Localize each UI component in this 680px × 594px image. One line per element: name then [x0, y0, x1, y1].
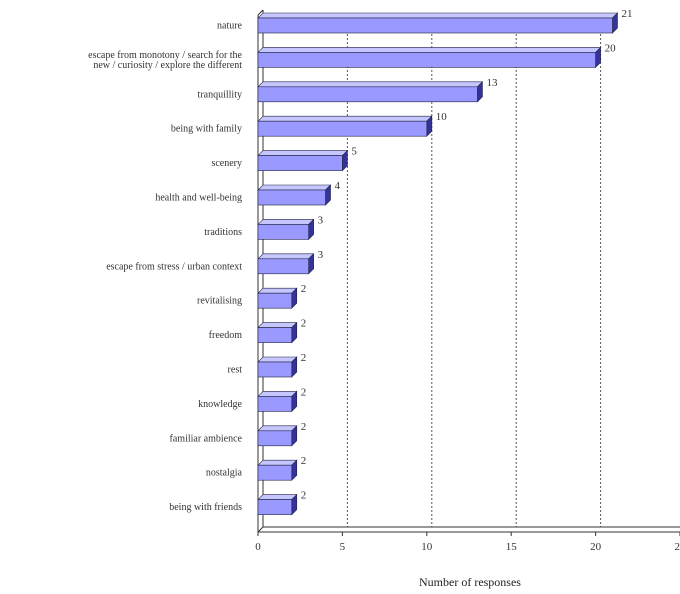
- x-tick-labels: 0 5 10 15 20 25: [255, 541, 680, 553]
- value-label-4: 10: [436, 111, 448, 123]
- bar-front-face: [257, 464, 293, 481]
- bar-1: [257, 12, 619, 34]
- bar-front-face: [257, 499, 293, 515]
- x-tick-label-10: 10: [421, 541, 433, 553]
- value-label-6: 4: [335, 180, 341, 192]
- bar-top-face: [257, 150, 349, 156]
- category-label-14: nostalgia: [206, 468, 243, 479]
- bar-front-face: [257, 258, 309, 275]
- bar-12: [257, 390, 298, 413]
- bar-4: [257, 115, 433, 137]
- category-label-3: tranquillity: [198, 89, 242, 100]
- bar-5: [257, 149, 349, 172]
- category-label-4: being with family: [171, 124, 242, 135]
- category-label-15: being with friends: [169, 502, 242, 513]
- value-label-10: 2: [301, 318, 307, 330]
- bar-top-face: [257, 425, 298, 432]
- x-tick-label-25: 25: [675, 541, 680, 553]
- bar-front-face: [257, 86, 478, 103]
- bar-front-face: [257, 327, 293, 343]
- bar-top-face: [257, 322, 298, 328]
- category-label-11: rest: [228, 365, 243, 376]
- bar-15: [257, 493, 298, 516]
- bar-top-face: [257, 287, 298, 294]
- bar-front-face: [257, 361, 293, 378]
- x-axis-left-edge: [257, 526, 264, 533]
- bar-top-face: [257, 81, 484, 88]
- bar-top-face: [257, 494, 298, 500]
- bar-front-face: [257, 430, 293, 447]
- value-label-2: 20: [605, 42, 617, 54]
- category-label-9: revitalising: [197, 296, 242, 307]
- category-labels: nature escape from monotony / search for …: [88, 21, 242, 514]
- bar-9: [257, 287, 298, 309]
- bar-top-face: [257, 115, 433, 122]
- bar-front-face: [257, 189, 326, 206]
- bar-top-face: [257, 219, 315, 225]
- bar-11: [257, 356, 298, 378]
- value-label-1: 21: [621, 8, 632, 20]
- value-label-15: 2: [301, 490, 307, 502]
- bar-10: [257, 321, 298, 344]
- value-label-12: 2: [301, 386, 307, 398]
- bar-8: [257, 253, 315, 275]
- bar-3: [257, 81, 484, 103]
- bar-14: [257, 459, 298, 481]
- x-tick-label-5: 5: [340, 541, 346, 553]
- x-tick-label-20: 20: [590, 541, 602, 553]
- category-label-13: familiar ambience: [170, 433, 243, 444]
- category-label-line: escape from monotony / search for the: [88, 50, 242, 61]
- bar-front-face: [257, 292, 293, 309]
- bar-top-face: [257, 391, 298, 397]
- value-label-3: 13: [486, 77, 498, 89]
- bar-front-face: [257, 52, 596, 68]
- bar-top-face: [257, 47, 602, 53]
- value-label-9: 2: [301, 283, 307, 295]
- bar-top-face: [257, 253, 315, 260]
- value-label-13: 2: [301, 421, 307, 433]
- category-label-5: scenery: [211, 158, 242, 169]
- bar-6: [257, 184, 332, 206]
- bar-top-face: [257, 184, 332, 191]
- bar-front-face: [257, 396, 293, 412]
- bar-7: [257, 218, 315, 241]
- bar-front-face: [257, 224, 309, 240]
- bar-13: [257, 425, 298, 447]
- bar-2: [257, 46, 602, 69]
- bar-top-face: [257, 12, 619, 19]
- bar-top-face: [257, 459, 298, 466]
- value-labels: 21 20 13 10 5 4 3 3 2 2 2 2 2 2 2: [301, 8, 633, 502]
- category-label-1: nature: [217, 21, 243, 32]
- value-label-7: 3: [318, 214, 324, 226]
- value-label-11: 2: [301, 352, 307, 364]
- x-axis-title: Number of responses: [419, 575, 521, 589]
- category-label-7: traditions: [204, 227, 242, 238]
- bar-top-face: [257, 356, 298, 363]
- category-label-10: freedom: [209, 330, 243, 341]
- x-tick-label-15: 15: [506, 541, 518, 553]
- category-label-2: escape from monotony / search for the new…: [88, 50, 242, 71]
- bar-front-face: [257, 17, 613, 34]
- value-label-8: 3: [318, 249, 324, 261]
- bar-front-face: [257, 120, 428, 137]
- bars: [257, 12, 619, 516]
- x-tick-label-0: 0: [255, 541, 261, 553]
- value-label-14: 2: [301, 455, 307, 467]
- category-label-6: health and well-being: [155, 193, 242, 204]
- category-label-line: new / curiosity / explore the different: [93, 60, 242, 71]
- category-label-12: knowledge: [198, 399, 242, 410]
- y-axis-top-edge: [257, 9, 264, 16]
- value-label-5: 5: [351, 146, 357, 158]
- bar-front-face: [257, 155, 343, 171]
- category-label-8: escape from stress / urban context: [106, 261, 242, 272]
